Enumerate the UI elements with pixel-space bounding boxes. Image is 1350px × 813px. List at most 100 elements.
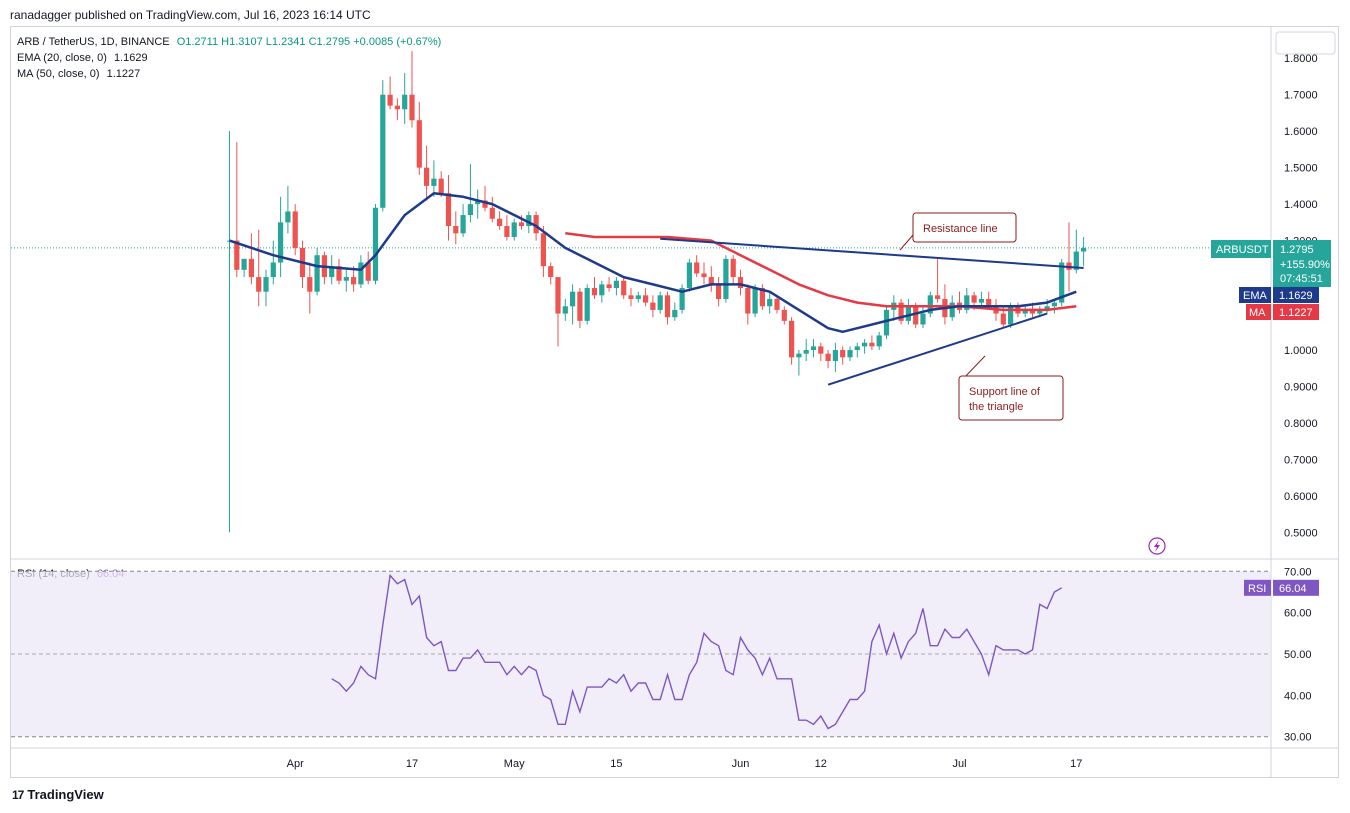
legend-symbol-line: ARB / TetherUS, 1D, BINANCE O1.2711 H1.3… <box>17 36 441 48</box>
candle-body <box>416 120 422 168</box>
candle-body <box>518 222 525 227</box>
price-badge-countdown: 07:45:51 <box>1280 273 1323 285</box>
symbol-badge-text: ARBUSDT <box>1216 244 1269 256</box>
candle-body <box>1051 302 1057 307</box>
ema-value-badge <box>1273 287 1319 303</box>
candle-body <box>1044 306 1050 310</box>
candle-body <box>913 306 919 325</box>
candle-body <box>351 277 357 285</box>
candle-body <box>818 346 824 354</box>
candle-body <box>650 302 656 310</box>
candle-body <box>1073 251 1079 270</box>
candle-body <box>445 193 452 227</box>
price-tick-label: 1.6000 <box>1284 126 1318 138</box>
symbol-badge <box>1211 240 1271 258</box>
candle-body <box>1000 313 1006 325</box>
publish-info: ranadagger published on TradingView.com,… <box>10 8 371 22</box>
ema-label-text: EMA <box>1243 290 1268 302</box>
candle-body <box>643 295 649 303</box>
resistance-trendline <box>660 237 1084 269</box>
time-tick-label: May <box>504 758 525 770</box>
legend-ema[interactable]: EMA (20, close, 0) <box>17 52 107 64</box>
candle-body <box>577 291 583 321</box>
candle-body <box>1029 309 1036 314</box>
candle-body <box>336 266 342 281</box>
candle-body <box>694 262 700 274</box>
ma-label-text: MA <box>1249 307 1266 319</box>
rsi-band <box>11 571 1270 737</box>
price-tick-label: 1.8000 <box>1284 53 1318 65</box>
candle-body <box>1022 309 1028 314</box>
candle-body <box>599 284 605 296</box>
candle-body <box>621 280 627 296</box>
candle-body <box>270 262 276 278</box>
legend-ma-value: 1.1227 <box>106 68 141 80</box>
candle-body <box>701 273 707 278</box>
price-tick-label: 1.4000 <box>1284 199 1318 211</box>
candle-body <box>920 313 926 325</box>
candle-body <box>591 288 598 296</box>
candle-body <box>548 266 554 278</box>
candle-body <box>679 288 685 310</box>
candle-body <box>424 167 430 186</box>
candle-body <box>986 298 992 307</box>
candle-body <box>526 215 532 227</box>
candle-body <box>774 298 780 310</box>
candle-body <box>343 277 349 281</box>
candle-body <box>1081 247 1087 252</box>
candle-body <box>358 262 364 285</box>
candle-body <box>489 207 495 219</box>
candle-body <box>927 295 933 314</box>
candle-body <box>716 284 722 299</box>
candle-body <box>329 266 335 278</box>
alert-lightning-icon[interactable] <box>1148 537 1166 555</box>
time-tick-label: 17 <box>1070 758 1082 770</box>
price-badge <box>1273 240 1331 287</box>
candle-body <box>781 309 787 321</box>
ema-20-line <box>229 191 1077 334</box>
candle-body <box>278 222 284 263</box>
candle-body <box>971 295 977 303</box>
ema-value-text: 1.1629 <box>1279 290 1313 302</box>
candle-body <box>628 295 634 299</box>
legend-ema-line: EMA (20, close, 0) 1.1629 <box>17 52 148 64</box>
candle-body <box>402 94 408 110</box>
chart-settings-button[interactable] <box>1275 31 1336 55</box>
candle-body <box>394 105 400 110</box>
price-tick-label: 1.5000 <box>1284 163 1318 175</box>
candle-body <box>285 211 291 223</box>
candle-body <box>737 277 744 289</box>
time-tick-label: Jun <box>732 758 750 770</box>
tradingview-brand[interactable]: 17 TradingView <box>12 787 104 802</box>
ma-value-text: 1.1227 <box>1279 307 1313 319</box>
candle-body <box>862 342 868 347</box>
rsi-tick-label: 30.00 <box>1284 732 1312 744</box>
candle-body <box>964 295 970 310</box>
candle-body <box>606 284 612 289</box>
candle-body <box>584 288 590 321</box>
price-tick-label: 0.8000 <box>1284 418 1318 430</box>
legend-symbol[interactable]: ARB / TetherUS, 1D, BINANCE <box>17 36 170 48</box>
rsi-label-badge <box>1244 579 1271 596</box>
candle-body <box>898 302 904 321</box>
legend-ohlc: O1.2711 H1.3107 L1.2341 C1.2795 +0.0085 … <box>176 36 442 48</box>
chart-frame <box>10 26 1339 778</box>
candle-body <box>752 288 758 314</box>
candle-body <box>540 233 546 267</box>
legend-ma[interactable]: MA (50, close, 0) <box>17 68 100 80</box>
candle-body <box>730 258 736 278</box>
candle-body <box>1059 262 1065 303</box>
candle-body <box>497 218 503 227</box>
candle-body <box>789 320 795 358</box>
candle-body <box>935 295 941 299</box>
candle-body <box>475 200 481 205</box>
candle-body <box>1037 309 1043 314</box>
support-callout-text-1: Support line of <box>969 386 1041 398</box>
rsi-label-text: RSI <box>1248 583 1266 595</box>
rsi-value-badge <box>1273 579 1319 596</box>
price-badge-value: 1.2795 <box>1280 244 1314 256</box>
candle-body <box>672 309 678 318</box>
time-tick-label: 15 <box>610 758 622 770</box>
price-tick-label: 0.7000 <box>1284 454 1318 466</box>
